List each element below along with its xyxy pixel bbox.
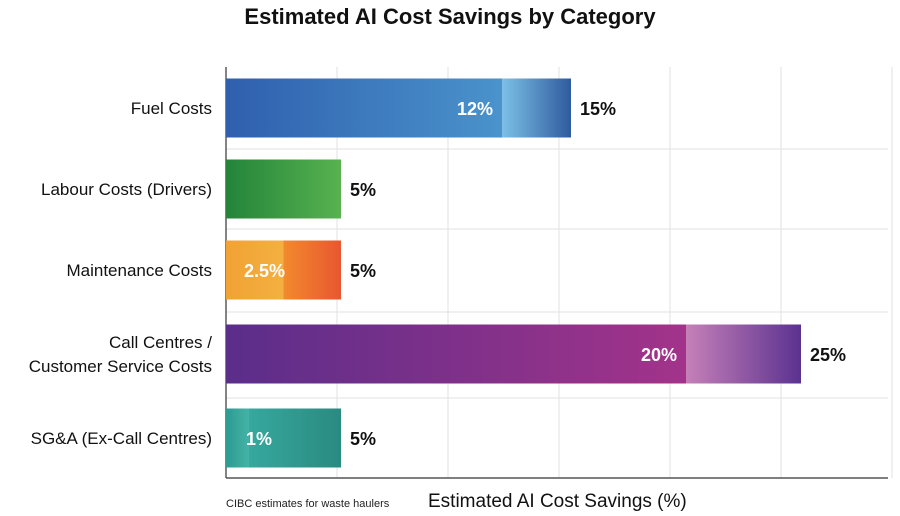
source-note: CIBC estimates for waste haulers — [226, 498, 390, 510]
inner-data-label: 12% — [457, 99, 493, 119]
data-label: 25% — [810, 345, 846, 365]
category-label: Customer Service Costs — [29, 357, 212, 376]
bar-segment — [686, 324, 801, 384]
bar-segment — [226, 240, 284, 300]
data-label: 15% — [580, 99, 616, 119]
category-label: Maintenance Costs — [66, 261, 212, 280]
data-label: 5% — [350, 429, 376, 449]
bar-segment — [226, 78, 502, 138]
bar-segment — [226, 324, 686, 384]
category-label: Labour Costs (Drivers) — [41, 180, 212, 199]
data-label: 5% — [350, 180, 376, 200]
bar-segment — [502, 78, 571, 138]
category-label: Call Centres / — [109, 333, 212, 352]
inner-data-label: 20% — [641, 345, 677, 365]
chart-title: Estimated AI Cost Savings by Category — [244, 4, 656, 29]
bar-segment — [226, 159, 341, 219]
inner-data-label: 1% — [246, 429, 272, 449]
bar-segment — [283, 240, 341, 300]
inner-data-label: 2.5% — [244, 261, 285, 281]
bar-segment — [226, 408, 249, 468]
x-axis-label: Estimated AI Cost Savings (%) — [428, 491, 687, 512]
bar-segment — [249, 408, 341, 468]
category-label: SG&A (Ex-Call Centres) — [31, 429, 212, 448]
data-label: 5% — [350, 261, 376, 281]
category-label: Fuel Costs — [131, 99, 212, 118]
